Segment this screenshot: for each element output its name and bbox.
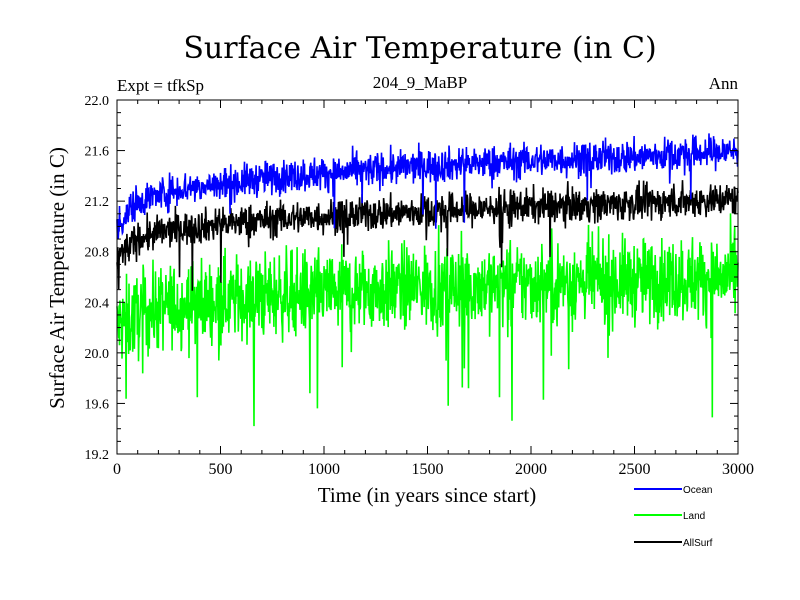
experiment-label: Expt = tfkSp — [117, 76, 204, 95]
chart-title: Surface Air Temperature (in C) — [183, 31, 656, 66]
x-tick-label: 2000 — [515, 461, 547, 478]
x-tick-label: 3000 — [722, 461, 754, 478]
y-axis-ticks: 19.2 19.6 20.0 20.4 20.8 21.2 21.6 22.0 — [85, 94, 738, 463]
legend-label-land: Land — [683, 511, 705, 522]
x-tick-label: 1500 — [412, 461, 444, 478]
y-tick-label: 21.2 — [85, 195, 110, 210]
y-tick-label: 20.0 — [85, 347, 110, 362]
series-line-allsurf — [116, 180, 739, 291]
x-tick-label: 2500 — [619, 461, 651, 478]
y-tick-label: 22.0 — [85, 94, 110, 109]
y-tick-label: 19.2 — [85, 448, 110, 463]
legend-label-ocean: Ocean — [683, 485, 712, 496]
legend-label-allsurf: AllSurf — [683, 538, 713, 549]
y-tick-label: 20.8 — [85, 246, 110, 261]
x-axis-ticks: 0 500 1000 1500 2000 2500 3000 — [113, 100, 754, 478]
series-line-land — [116, 213, 739, 427]
y-tick-label: 19.6 — [85, 397, 110, 412]
series-layer — [116, 133, 739, 427]
x-tick-label: 0 — [113, 461, 121, 478]
y-tick-label: 21.6 — [85, 145, 110, 160]
y-tick-label: 20.4 — [85, 296, 110, 311]
x-tick-label: 1000 — [308, 461, 340, 478]
chart-subtitle: 204_9_MaBP — [373, 73, 467, 92]
minor-ticks — [117, 100, 738, 454]
x-tick-label: 500 — [209, 461, 233, 478]
legend: Ocean Land AllSurf — [634, 485, 713, 549]
period-label: Ann — [709, 74, 739, 93]
y-axis-label: Surface Air Temperature (in C) — [45, 147, 69, 409]
series-line-ocean — [116, 133, 739, 240]
x-axis-label: Time (in years since start) — [318, 483, 537, 507]
